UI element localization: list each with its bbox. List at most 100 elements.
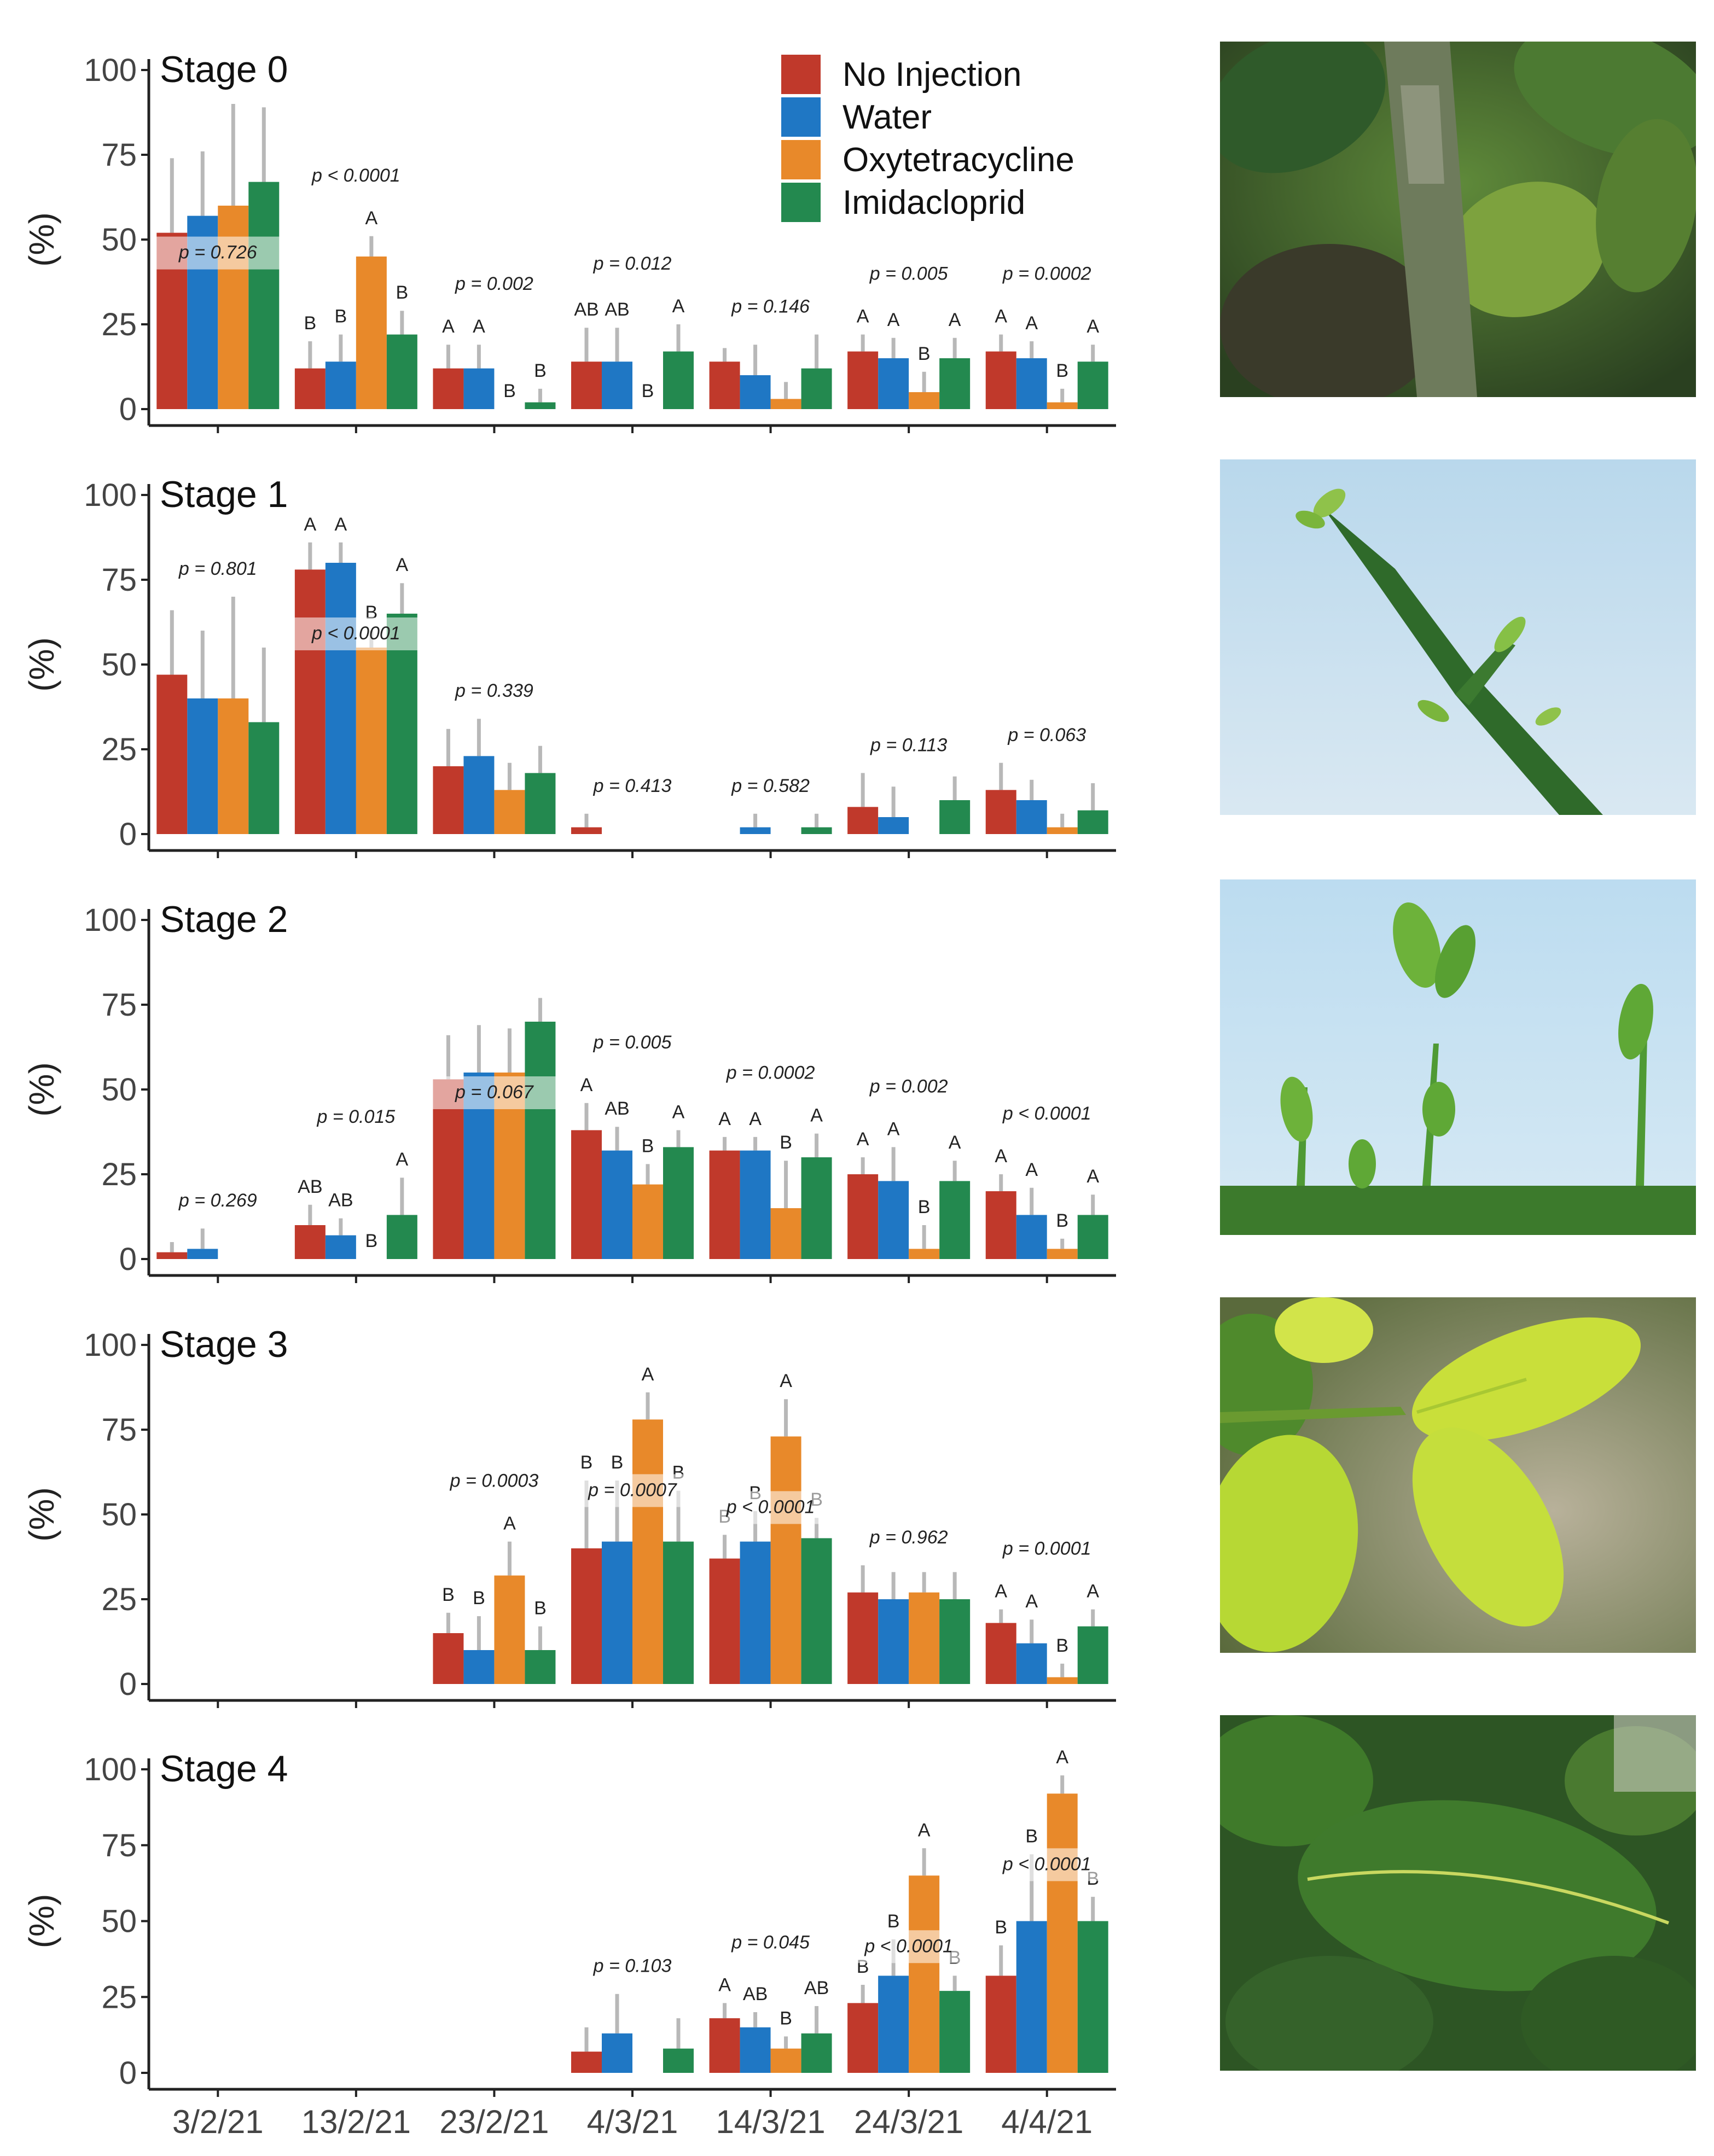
significance-letter: A: [473, 316, 485, 337]
significance-letter: B: [335, 306, 347, 327]
pvalue-label: p = 0.962: [869, 1527, 948, 1548]
y-tick-label: 100: [84, 477, 137, 513]
bar-imidacloprid: [801, 368, 832, 409]
pvalue-label: p < 0.0001: [864, 1936, 953, 1956]
y-tick-label: 25: [101, 1582, 137, 1617]
significance-letter: AB: [328, 1190, 353, 1211]
bar-no-injection: [571, 1548, 602, 1684]
bar-no-injection: [709, 2018, 740, 2073]
significance-letter: B: [918, 343, 931, 364]
pvalue-label: p = 0.012: [593, 253, 672, 274]
bar-oxytetracycline: [1047, 402, 1078, 409]
bar-imidacloprid: [386, 1215, 417, 1259]
legend-label: Imidacloprid: [843, 184, 1025, 222]
significance-letter: B: [780, 2008, 792, 2029]
pvalue-label: p = 0.582: [731, 776, 810, 796]
bar-imidacloprid: [1077, 1626, 1108, 1684]
bar-no-injection: [433, 766, 464, 834]
significance-letter: B: [1056, 360, 1068, 381]
bar-water: [1016, 800, 1047, 834]
legend: No Injection Water Oxytetracycline Imidaclo…: [781, 55, 1074, 222]
bar-oxytetracycline: [1047, 1677, 1078, 1684]
y-tick-label: 25: [101, 1157, 137, 1192]
panel-title: Stage 4: [160, 1748, 288, 1790]
pvalue-backdrop: [706, 1491, 835, 1524]
legend-swatch: [781, 97, 821, 137]
bar-no-injection: [985, 351, 1016, 409]
bar-oxytetracycline: [1047, 1793, 1078, 2073]
bar-water: [602, 2033, 632, 2073]
bar-imidacloprid: [663, 1147, 694, 1259]
bar-water: [325, 362, 356, 409]
pvalue-backdrop: [291, 617, 421, 650]
significance-letter: A: [1086, 316, 1099, 337]
pvalue-label: p < 0.0001: [311, 165, 400, 186]
bar-no-injection: [709, 362, 740, 409]
significance-letter: B: [534, 1598, 547, 1619]
pvalue-label: p = 0.005: [869, 264, 948, 284]
significance-letter: A: [918, 1820, 931, 1840]
legend-swatch: [781, 140, 821, 179]
significance-letter: B: [611, 1452, 624, 1473]
pvalue-label: p = 0.0001: [1002, 1539, 1091, 1559]
significance-letter: A: [672, 1102, 685, 1122]
significance-letter: A: [442, 316, 455, 337]
bar-oxytetracycline: [494, 790, 525, 834]
pvalue-label: p = 0.002: [455, 273, 533, 294]
bar-no-injection: [571, 1130, 602, 1259]
legend-label: Oxytetracycline: [843, 141, 1074, 179]
bar-imidacloprid: [525, 1022, 556, 1259]
bar-no-injection: [847, 2003, 879, 2073]
significance-letter: A: [1025, 1159, 1038, 1180]
bar-water: [878, 1976, 909, 2073]
legend-swatch: [781, 183, 821, 222]
significance-letter: A: [1086, 1581, 1099, 1602]
bar-oxytetracycline: [909, 392, 940, 409]
y-tick-label: 50: [101, 647, 137, 683]
bar-no-injection: [985, 790, 1016, 834]
y-axis-label: (%): [22, 1894, 61, 1949]
bar-oxytetracycline: [632, 1184, 663, 1259]
significance-letter: AB: [804, 1978, 829, 1998]
pvalue-label: p = 0.067: [455, 1082, 534, 1103]
y-tick-label: 75: [101, 1828, 137, 1863]
significance-letter: B: [1056, 1635, 1068, 1656]
bar-oxytetracycline: [218, 698, 249, 834]
significance-letter: A: [780, 1371, 792, 1391]
bar-water: [740, 2027, 771, 2073]
pvalue-label: p = 0.0002: [1002, 264, 1091, 284]
significance-letter: A: [396, 1149, 409, 1170]
significance-letter: B: [534, 360, 547, 381]
bar-imidacloprid: [1077, 1921, 1108, 2073]
x-tick-label: 4/3/21: [587, 2103, 678, 2140]
pvalue-label: p = 0.146: [731, 296, 810, 317]
y-tick-label: 0: [119, 2055, 137, 2091]
bar-water: [602, 362, 632, 409]
significance-letter: AB: [605, 1098, 629, 1119]
significance-letter: B: [642, 381, 654, 401]
pvalue-label: p < 0.0001: [1002, 1854, 1091, 1874]
bar-no-injection: [571, 362, 602, 409]
bar-water: [740, 375, 771, 409]
significance-letter: B: [995, 1917, 1007, 1938]
panel-title: Stage 1: [160, 474, 288, 515]
bar-imidacloprid: [663, 351, 694, 409]
pvalue-label: p = 0.801: [178, 558, 257, 579]
bar-no-injection: [709, 1558, 740, 1684]
x-tick-label: 13/2/21: [301, 2103, 411, 2140]
significance-letter: A: [949, 1132, 961, 1153]
photo-stage-3: [1220, 1297, 1696, 1653]
y-tick-label: 25: [101, 307, 137, 342]
y-tick-label: 100: [84, 902, 137, 938]
bar-imidacloprid: [1077, 810, 1108, 834]
y-tick-label: 25: [101, 732, 137, 767]
bar-water: [878, 358, 909, 409]
significance-letter: A: [718, 1974, 731, 1995]
bar-oxytetracycline: [770, 399, 801, 409]
pvalue-label: p < 0.0001: [726, 1496, 815, 1517]
significance-letter: A: [1025, 313, 1038, 334]
bar-oxytetracycline: [632, 1419, 663, 1684]
significance-letter: A: [580, 1075, 593, 1096]
